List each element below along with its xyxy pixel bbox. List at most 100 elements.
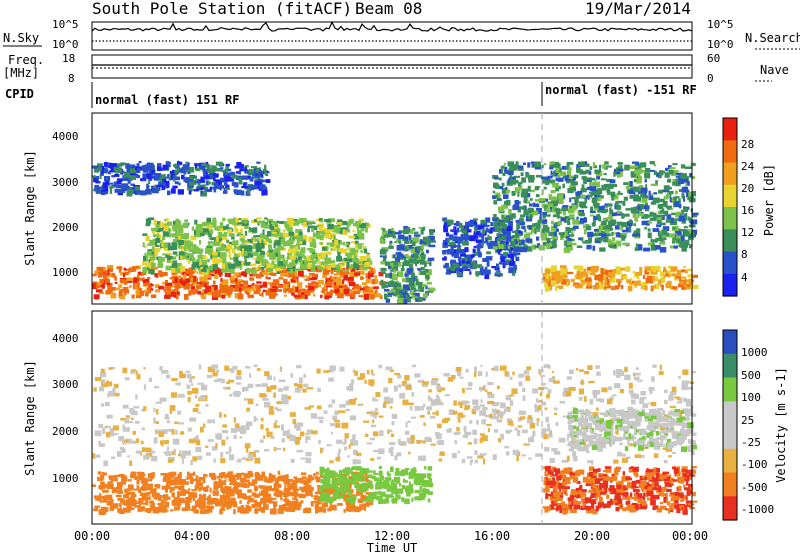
power-cell-0-462 [174,283,181,289]
power-cell-0-423 [275,293,278,296]
power-cell-1-949 [153,219,157,225]
power-cell-5-3120 [666,207,671,210]
power-cell-5-3276 [572,176,576,181]
power-cell-1-1274 [208,265,213,271]
power-cell-5-2643 [617,163,621,169]
power-cell-5-3073 [653,192,658,195]
power-cell-6-3320 [691,284,699,290]
power-cell-2-1675 [255,168,261,175]
power-cell-1-1394 [147,267,150,271]
power-cell-3-2083 [379,249,387,255]
velocity-cell-0-577 [119,507,123,510]
power-cell-5-2519 [498,168,503,174]
power-cell-4-2345 [485,237,488,244]
velocity-cell-2-1358 [263,435,266,440]
power-cell-6-3464 [671,273,678,277]
power-cell-1-865 [156,232,160,236]
power-cell-1-1433 [326,266,331,270]
power-cell-1-1086 [150,262,154,266]
power-cell-3-2068 [429,229,434,235]
velocity-cell-2-1293 [211,446,218,451]
power-cell-6-3529 [572,284,579,287]
velocity-cell-2-1385 [411,392,415,397]
velocity-cell-0-705 [219,509,223,515]
velocity-cell-0-675 [139,493,146,496]
power-cell-5-2439 [602,225,609,231]
power-cell-4-2258 [488,244,495,249]
velocity-cell-0-732 [110,503,113,508]
power-cell-5-3199 [585,225,592,231]
power-cell-5-3286 [558,201,563,204]
velocity-cell-2-1094 [480,404,485,407]
power-cell-1-894 [320,220,323,223]
power-cell-1-1448 [295,246,298,250]
power-cell-2-1838 [115,167,122,173]
power-cell-0-598 [265,275,268,280]
velocity-cell-0-104 [138,497,144,503]
power-cell-0-219 [143,289,148,293]
power-cell-4-2396 [456,229,460,233]
power-cell-1-828 [257,268,263,271]
power-cell-3-1993 [396,285,403,290]
power-cell-5-2515 [547,226,550,233]
velocity-cell-0-506 [131,491,136,498]
velocity-cell-2-1250 [383,402,387,408]
power-cell-4-2255 [493,221,501,228]
power-cell-2-1597 [122,175,129,181]
velocity-cell-0-398 [237,496,244,499]
power-cell-5-3194 [542,228,546,233]
power-cell-0-334 [153,267,158,270]
power-cell-6-3497 [678,276,681,282]
velocity-cell-0-97 [243,482,248,488]
velocity-cell-2-1229 [371,372,375,376]
power-ytick-1000: 1000 [52,266,79,279]
power-cell-3-2049 [388,245,394,249]
velocity-cell-2-1239 [364,433,369,438]
power-cell-1-1259 [203,265,208,268]
power-cell-1-867 [145,235,150,241]
velocity-cell-1-877 [333,491,340,495]
power-cell-5-2438 [632,213,637,218]
power-cell-0-260 [276,289,283,292]
velocity-cell-2-1350 [679,397,683,404]
power-cell-4-2360 [497,267,500,271]
power-cell-5-3043 [514,247,521,253]
power-cell-5-2548 [667,178,672,183]
date-label: 19/Mar/2014 [585,0,691,18]
power-cell-6-3489 [580,279,587,283]
power-cell-5-3214 [672,227,677,230]
power-cell-0-12 [362,291,370,295]
nsearch-label: N.Search [745,31,800,45]
power-cell-1-979 [233,253,236,256]
velocity-cell-2-1282 [439,451,445,456]
power-cell-1-1336 [269,226,275,230]
power-cell-4-2309 [488,231,493,234]
power-cell-1-996 [165,265,171,271]
velocity-cell-0-488 [323,490,330,494]
power-cell-0-521 [100,272,104,276]
velocity-cell-1-889 [386,471,390,476]
power-cell-0-443 [169,277,176,280]
velocity-cell-2-1129 [331,399,336,404]
power-cell-1-873 [286,264,292,268]
power-cell-1-1176 [279,233,283,236]
velocity-cell-0-308 [284,484,287,489]
velocity-cell-2-1228 [172,438,180,445]
power-cell-1-1196 [208,241,211,247]
velocity-cell-2-1378 [390,452,394,457]
power-cell-6-3528 [555,286,558,292]
power-cell-5-2429 [539,216,542,220]
velocity-cell-2-1153 [294,436,302,440]
power-cell-2-1760 [101,189,105,192]
power-cell-4-2349 [453,253,460,259]
power-cell-5-3128 [688,191,694,197]
power-cell-4-2371 [459,225,465,229]
power-cell-1-1373 [318,225,323,232]
power-cell-5-2756 [562,176,567,179]
velocity-cell-0-680 [314,491,322,495]
velocity-cell-2-1249 [345,400,350,406]
power-cell-5-2789 [677,232,682,238]
power-cell-5-3273 [591,197,598,204]
velocity-cell-0-534 [203,474,208,477]
power-cell-5-3265 [611,232,614,236]
